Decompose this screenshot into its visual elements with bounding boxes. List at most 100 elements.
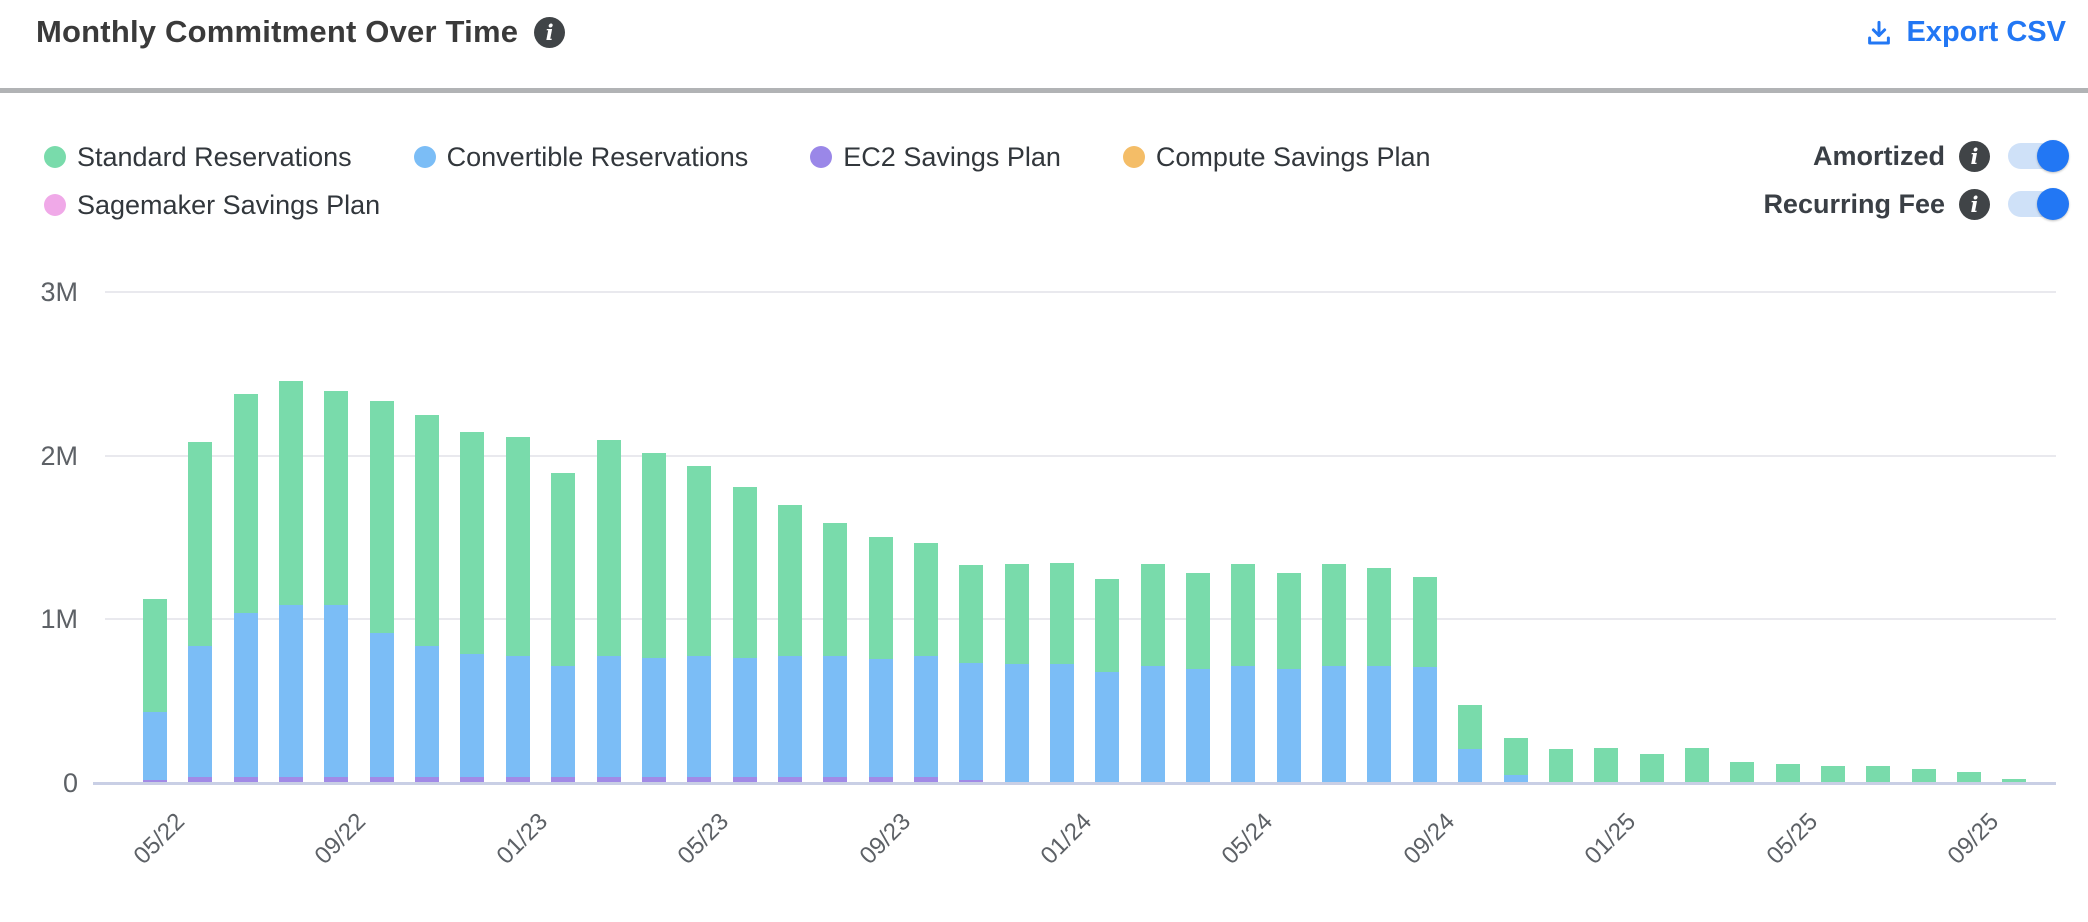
bar-10-24-convertible-reservations[interactable]	[1458, 749, 1483, 782]
bar-07-23-standard-reservations[interactable]	[777, 505, 802, 656]
bar-12-23-standard-reservations[interactable]	[1004, 564, 1029, 665]
bar-07-24-standard-reservations[interactable]	[1322, 564, 1347, 666]
bar-11-23-standard-reservations[interactable]	[959, 565, 984, 664]
bar-06-23-standard-reservations[interactable]	[732, 487, 757, 658]
bar-09-24-standard-reservations[interactable]	[1412, 577, 1437, 668]
bar-08-22-convertible-reservations[interactable]	[279, 605, 304, 778]
bar-06-22-standard-reservations[interactable]	[188, 441, 213, 647]
bar-08-25-standard-reservations[interactable]	[1911, 768, 1936, 782]
bar-01-24-convertible-reservations[interactable]	[1050, 664, 1074, 782]
toggle-switch-amortized[interactable]	[2008, 140, 2069, 172]
bar-09-22-convertible-reservations[interactable]	[324, 605, 349, 778]
bar-03-25-standard-reservations[interactable]	[1684, 747, 1709, 782]
title-info-icon[interactable]: i	[534, 16, 566, 48]
bar-12-22-convertible-reservations[interactable]	[460, 654, 485, 778]
bar-07-23-convertible-reservations[interactable]	[777, 655, 802, 778]
bar-04-23-convertible-reservations[interactable]	[641, 657, 666, 778]
bar-05-25-standard-reservations[interactable]	[1775, 763, 1800, 782]
bar-11-23-convertible-reservations[interactable]	[959, 663, 984, 780]
bar-12-24-standard-reservations[interactable]	[1548, 749, 1573, 782]
bar-05-23-standard-reservations[interactable]	[687, 466, 712, 656]
bar-07-25-standard-reservations[interactable]	[1866, 765, 1891, 782]
bar-10-23-standard-reservations[interactable]	[913, 543, 938, 656]
bar-09-23-convertible-reservations[interactable]	[868, 659, 893, 778]
bar-12-23-convertible-reservations[interactable]	[1004, 664, 1029, 782]
bar-02-24-convertible-reservations[interactable]	[1095, 672, 1120, 782]
bar-11-24-standard-reservations[interactable]	[1503, 737, 1528, 776]
bar-09-22-standard-reservations[interactable]	[324, 390, 349, 606]
bar-10-22-ec2-savings-plan[interactable]	[369, 777, 394, 782]
bar-06-24-standard-reservations[interactable]	[1276, 572, 1301, 670]
bar-07-24-convertible-reservations[interactable]	[1322, 665, 1347, 782]
bar-01-23-standard-reservations[interactable]	[505, 436, 530, 656]
bar-10-24-standard-reservations[interactable]	[1458, 705, 1483, 750]
bar-05-22-convertible-reservations[interactable]	[143, 711, 167, 781]
legend-item-convertible-reservations[interactable]: Convertible Reservations	[413, 142, 748, 173]
bar-03-23-ec2-savings-plan[interactable]	[596, 777, 621, 782]
bar-06-25-standard-reservations[interactable]	[1820, 765, 1845, 782]
bar-10-23-convertible-reservations[interactable]	[913, 655, 938, 778]
bar-06-24-convertible-reservations[interactable]	[1276, 669, 1301, 782]
bar-08-24-convertible-reservations[interactable]	[1367, 665, 1392, 782]
bar-09-23-ec2-savings-plan[interactable]	[868, 777, 893, 782]
bar-02-23-convertible-reservations[interactable]	[551, 665, 576, 778]
bar-11-24-convertible-reservations[interactable]	[1503, 775, 1528, 782]
bar-07-23-ec2-savings-plan[interactable]	[777, 777, 802, 782]
bar-05-24-standard-reservations[interactable]	[1231, 564, 1256, 666]
bar-07-22-ec2-savings-plan[interactable]	[233, 777, 258, 782]
bar-09-24-convertible-reservations[interactable]	[1412, 667, 1437, 782]
bar-09-22-ec2-savings-plan[interactable]	[324, 777, 349, 782]
bar-08-22-ec2-savings-plan[interactable]	[279, 777, 304, 782]
bar-07-22-convertible-reservations[interactable]	[233, 613, 258, 778]
bar-05-22-ec2-savings-plan[interactable]	[143, 780, 167, 782]
bar-03-24-standard-reservations[interactable]	[1140, 564, 1165, 666]
legend-item-compute-savings-plan[interactable]: Compute Savings Plan	[1122, 142, 1431, 173]
bar-07-22-standard-reservations[interactable]	[233, 394, 258, 614]
bar-08-24-standard-reservations[interactable]	[1367, 567, 1392, 666]
bar-01-24-standard-reservations[interactable]	[1050, 562, 1074, 665]
bar-06-23-convertible-reservations[interactable]	[732, 657, 757, 778]
export-csv-button[interactable]: Export CSV	[1864, 16, 2066, 49]
bar-09-25-standard-reservations[interactable]	[1957, 772, 1981, 782]
bar-12-22-ec2-savings-plan[interactable]	[460, 777, 485, 782]
bar-04-23-ec2-savings-plan[interactable]	[641, 777, 666, 782]
bar-03-24-convertible-reservations[interactable]	[1140, 665, 1165, 782]
bar-08-23-ec2-savings-plan[interactable]	[823, 777, 848, 782]
bar-09-23-standard-reservations[interactable]	[868, 536, 893, 660]
bar-10-25-standard-reservations[interactable]	[2002, 778, 2027, 782]
bar-04-23-standard-reservations[interactable]	[641, 453, 666, 658]
bar-06-22-ec2-savings-plan[interactable]	[188, 777, 213, 782]
legend-item-sagemaker-savings-plan[interactable]: Sagemaker Savings Plan	[44, 190, 380, 221]
info-icon[interactable]: i	[1959, 140, 1990, 172]
toggle-switch-recurring-fee[interactable]	[2008, 188, 2069, 220]
bar-02-23-standard-reservations[interactable]	[551, 472, 576, 666]
bar-12-22-standard-reservations[interactable]	[460, 431, 485, 655]
bar-01-25-standard-reservations[interactable]	[1594, 747, 1619, 782]
bar-04-24-standard-reservations[interactable]	[1186, 572, 1211, 670]
bar-03-23-convertible-reservations[interactable]	[596, 655, 621, 778]
bar-08-23-convertible-reservations[interactable]	[823, 655, 848, 778]
bar-10-22-standard-reservations[interactable]	[369, 400, 394, 634]
bar-05-22-standard-reservations[interactable]	[143, 598, 167, 712]
bar-02-24-standard-reservations[interactable]	[1095, 579, 1120, 673]
bar-10-22-convertible-reservations[interactable]	[369, 633, 394, 778]
bar-02-25-standard-reservations[interactable]	[1639, 754, 1664, 782]
bar-11-22-ec2-savings-plan[interactable]	[415, 777, 440, 782]
bar-05-24-convertible-reservations[interactable]	[1231, 665, 1256, 782]
bar-05-23-convertible-reservations[interactable]	[687, 655, 712, 778]
bar-04-24-convertible-reservations[interactable]	[1186, 669, 1211, 782]
bar-03-23-standard-reservations[interactable]	[596, 439, 621, 656]
bar-04-25-standard-reservations[interactable]	[1730, 762, 1755, 782]
bar-08-22-standard-reservations[interactable]	[279, 381, 304, 606]
bar-11-23-ec2-savings-plan[interactable]	[959, 779, 984, 782]
bar-06-23-ec2-savings-plan[interactable]	[732, 777, 757, 782]
bar-10-23-ec2-savings-plan[interactable]	[913, 777, 938, 782]
info-icon[interactable]: i	[1959, 188, 1990, 220]
bar-01-23-ec2-savings-plan[interactable]	[505, 777, 530, 782]
bar-11-22-convertible-reservations[interactable]	[415, 646, 440, 778]
bar-11-22-standard-reservations[interactable]	[415, 415, 440, 647]
legend-item-ec2-savings-plan[interactable]: EC2 Savings Plan	[810, 142, 1061, 173]
legend-item-standard-reservations[interactable]: Standard Reservations	[44, 142, 352, 173]
bar-08-23-standard-reservations[interactable]	[823, 523, 848, 656]
bar-05-23-ec2-savings-plan[interactable]	[687, 777, 712, 782]
